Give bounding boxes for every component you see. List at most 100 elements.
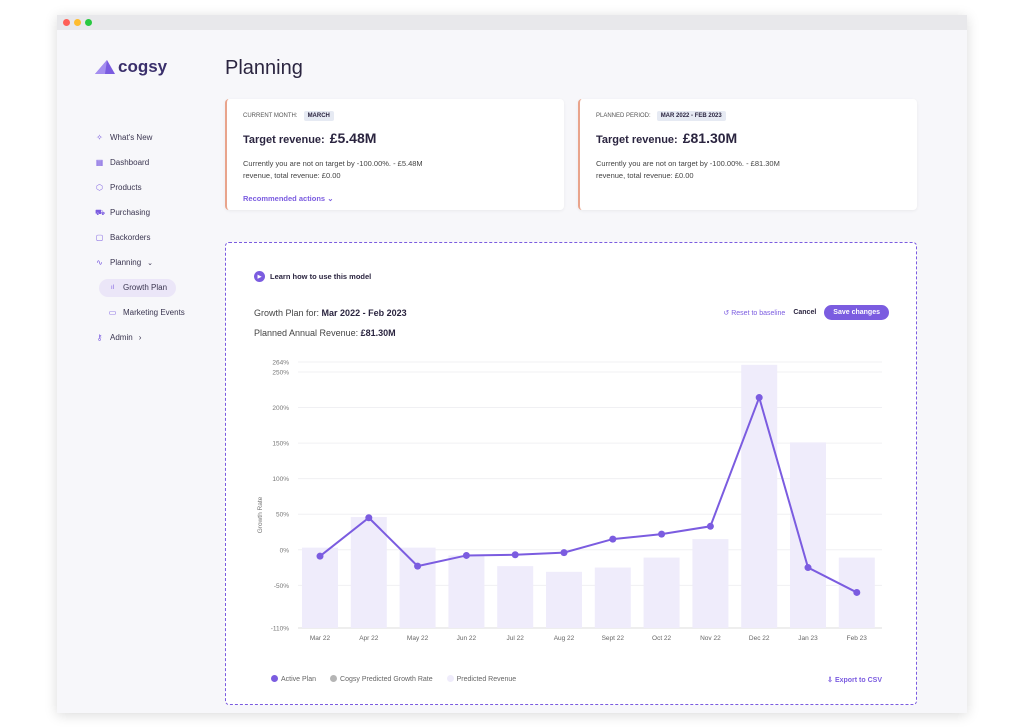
chevron-down-icon: ⌄: [327, 194, 334, 203]
close-window-icon[interactable]: [63, 19, 70, 26]
calendar-icon: ▭: [108, 308, 117, 317]
learn-label: Learn how to use this model: [270, 272, 372, 281]
chart-legend: Active Plan Cogsy Predicted Growth Rate …: [271, 675, 516, 683]
bar-predicted-revenue: [692, 539, 729, 628]
point-active-plan: [414, 562, 422, 570]
month-tag: MARCH: [303, 111, 334, 121]
sidebar-item-label: Admin: [110, 333, 133, 342]
target-label: Target revenue:: [243, 134, 325, 146]
key-icon: ⚷: [96, 333, 103, 342]
x-tick-label: Jan 23: [798, 635, 818, 642]
bar-predicted-revenue: [546, 571, 582, 628]
maximize-window-icon[interactable]: [85, 19, 92, 26]
x-tick-label: Oct 22: [652, 635, 672, 642]
logo-icon: [95, 60, 115, 74]
x-tick-label: Jun 22: [457, 635, 477, 642]
x-tick-label: Sept 22: [602, 635, 625, 642]
learn-model-link[interactable]: ▶ Learn how to use this model: [254, 271, 371, 282]
recommended-actions-toggle[interactable]: Recommended actions ⌄: [243, 194, 548, 203]
sidebar-item-label: Marketing Events: [123, 308, 185, 317]
export-label: Export to CSV: [834, 677, 882, 684]
sidebar-item-label: Backorders: [110, 233, 151, 242]
save-changes-button[interactable]: Save changes: [824, 305, 889, 320]
sidebar-item-admin[interactable]: ⚷ Admin ›: [95, 325, 194, 350]
sidebar-item-dashboard[interactable]: ▦ Dashboard: [95, 150, 194, 175]
x-tick-label: Dec 22: [749, 635, 770, 642]
legend-item-predicted-revenue[interactable]: Predicted Revenue: [446, 675, 516, 683]
growth-chart: 264% 250% 200% 150% 100% 50% 0% -50% -110% Growth…: [257, 360, 882, 642]
bar-predicted-revenue: [741, 364, 778, 628]
cancel-button[interactable]: Cancel: [793, 309, 817, 316]
y-tick-label: 50%: [276, 512, 289, 519]
y-tick-label: 100%: [272, 476, 289, 483]
sidebar-item-label: Purchasing: [110, 208, 151, 217]
x-tick-label: Feb 23: [847, 635, 868, 642]
point-active-plan: [316, 552, 324, 560]
y-tick-label: 250%: [272, 369, 289, 376]
target-value: £5.48M: [329, 130, 377, 146]
legend-item-cogsy-predicted[interactable]: Cogsy Predicted Growth Rate: [330, 675, 433, 683]
chevron-down-icon: ⌄: [147, 259, 154, 267]
card-label: CURRENT MONTH:: [243, 113, 298, 119]
point-active-plan: [658, 530, 666, 538]
period-tag: MAR 2022 - FEB 2023: [656, 111, 726, 121]
bar-predicted-revenue: [399, 547, 436, 628]
sidebar-item-whats-new[interactable]: ✧ What's New: [95, 125, 194, 150]
recommended-actions-label: Recommended actions: [243, 194, 326, 203]
y-tick-label: -110%: [271, 626, 290, 633]
y-tick-label: -50%: [274, 583, 289, 590]
y-tick-label: 150%: [272, 441, 289, 448]
x-tick-label: Aug 22: [554, 635, 575, 642]
x-tick-label: Mar 22: [310, 635, 331, 642]
reset-icon: ↺: [723, 309, 730, 317]
point-active-plan: [560, 549, 568, 557]
x-tick-label: Jul 22: [507, 635, 525, 642]
annual-value: £81.30M: [360, 328, 396, 338]
growth-value: Mar 2022 - Feb 2023: [321, 308, 407, 318]
sidebar-item-backorders[interactable]: ▢ Backorders: [95, 225, 194, 250]
growth-plan-period: Growth Plan for: Mar 2022 - Feb 2023: [254, 308, 407, 318]
sidebar-item-growth-plan[interactable]: ıl Growth Plan: [99, 278, 177, 297]
bar-predicted-revenue: [448, 555, 485, 628]
bar-predicted-revenue: [302, 547, 338, 628]
point-active-plan: [853, 588, 861, 596]
target-value: £81.30M: [682, 130, 738, 146]
point-active-plan: [706, 522, 714, 530]
planned-period-card: PLANNED PERIOD: MAR 2022 - FEB 2023 Targe…: [578, 99, 917, 210]
sidebar-item-label: Planning: [110, 258, 142, 267]
sidebar-item-marketing-events[interactable]: ▭ Marketing Events: [99, 304, 194, 322]
point-active-plan: [462, 551, 470, 559]
cart-icon: ⛟: [95, 207, 106, 217]
sidebar-nav: ✧ What's New ▦ Dashboard ⬡ Products ⛟ Purcha…: [95, 125, 194, 350]
sidebar-item-planning[interactable]: ∿ Planning ⌄: [95, 250, 194, 275]
x-tick-label: Apr 22: [359, 635, 379, 642]
export-csv-button[interactable]: ⇩ Export to CSV: [827, 676, 882, 684]
sparkle-icon: ✧: [96, 133, 103, 142]
sidebar-item-purchasing[interactable]: ⛟ Purchasing: [95, 200, 194, 225]
y-tick-label: 0%: [280, 547, 290, 554]
card-label: PLANNED PERIOD:: [596, 113, 651, 119]
bar-predicted-revenue: [594, 567, 631, 628]
bar-predicted-revenue: [350, 517, 387, 628]
bar-predicted-revenue: [497, 566, 534, 628]
logo[interactable]: cogsy: [95, 57, 167, 77]
sidebar-item-label: What's New: [110, 133, 153, 142]
y-tick-label: 264%: [272, 360, 289, 367]
chevron-right-icon: ›: [138, 333, 142, 342]
target-description: Currently you are not on target by -100.…: [243, 159, 423, 180]
page-title: Planning: [225, 57, 303, 79]
minimize-window-icon[interactable]: [74, 19, 81, 26]
sidebar-item-products[interactable]: ⬡ Products: [95, 175, 194, 200]
point-active-plan: [365, 514, 373, 522]
cloud-download-icon: ⇩: [827, 677, 833, 684]
target-label: Target revenue:: [596, 134, 678, 146]
grid-icon: ▦: [95, 158, 104, 167]
x-tick-label: Nov 22: [700, 635, 721, 642]
sidebar-item-label: Dashboard: [110, 158, 150, 167]
play-icon: ▶: [254, 271, 265, 282]
x-tick-label: May 22: [407, 635, 429, 642]
point-active-plan: [804, 564, 812, 572]
bar-chart-icon: ıl: [111, 284, 114, 291]
legend-item-active-plan[interactable]: Active Plan: [271, 675, 316, 683]
reset-to-baseline-button[interactable]: ↺ Reset to baseline: [723, 309, 785, 317]
